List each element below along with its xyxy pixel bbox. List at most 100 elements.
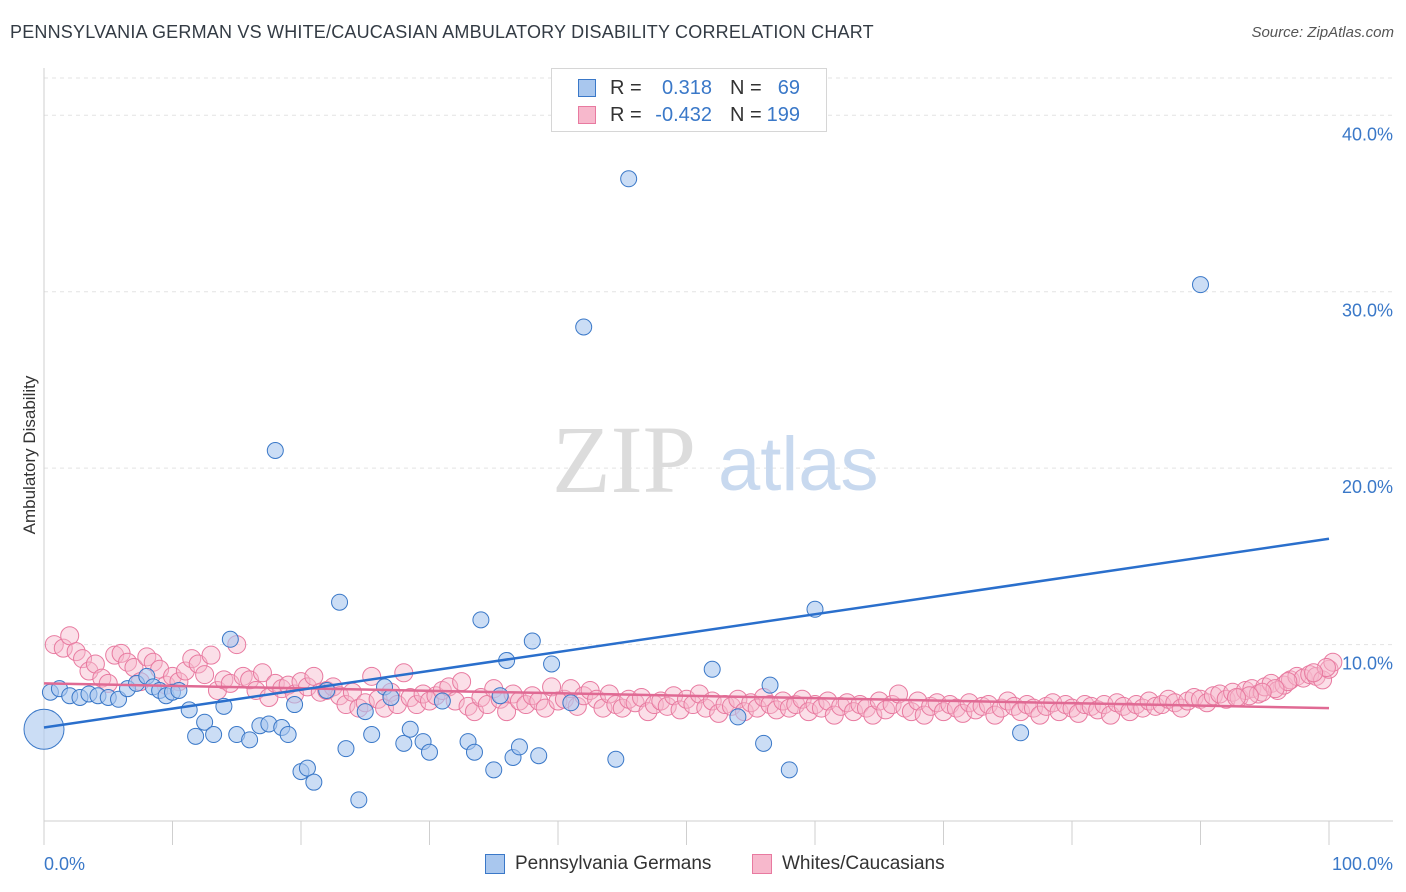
watermark-zip: ZIP: [552, 406, 696, 513]
data-point-whites-caucasians: [876, 700, 896, 720]
legend-r-value: -0.432: [655, 104, 712, 126]
data-point-whites-caucasians: [252, 663, 272, 683]
data-point-pennsylvania-germans: [491, 687, 509, 705]
data-point-whites-caucasians: [118, 652, 138, 672]
data-point-whites-caucasians: [818, 691, 838, 711]
data-point-whites-caucasians: [1265, 679, 1285, 699]
data-point-pennsylvania-germans: [1192, 276, 1209, 294]
legend-n-value: 199: [766, 104, 800, 126]
data-point-pennsylvania-germans: [485, 761, 503, 779]
data-point-whites-caucasians: [452, 672, 472, 692]
data-point-whites-caucasians: [696, 698, 716, 718]
data-point-pennsylvania-germans: [196, 713, 214, 731]
data-point-pennsylvania-germans: [472, 611, 490, 629]
data-point-whites-caucasians: [799, 702, 819, 722]
data-point-whites-caucasians: [1252, 682, 1272, 702]
y-tick-label: 20.0%: [1342, 477, 1393, 497]
data-point-whites-caucasians: [60, 626, 80, 646]
data-point-pennsylvania-germans: [465, 743, 483, 761]
legend-swatch-pink: [752, 854, 772, 874]
data-point-whites-caucasians: [1323, 652, 1343, 672]
data-point-whites-caucasians: [747, 698, 767, 718]
legend-swatch-blue: [485, 854, 505, 874]
legend-n-label: N =: [730, 77, 762, 99]
watermark: ZIP atlas: [552, 406, 879, 513]
stats-legend: R = 0.318 N = 69 R = -0.432 N = 199: [551, 68, 827, 132]
legend-swatch-pink: [578, 106, 596, 124]
data-point-whites-caucasians: [73, 649, 93, 669]
data-point-pennsylvania-germans: [401, 720, 419, 738]
data-point-whites-caucasians: [304, 666, 324, 686]
data-point-whites-caucasians: [53, 638, 73, 658]
data-point-whites-caucasians: [1304, 663, 1324, 683]
data-point-pennsylvania-germans: [421, 743, 438, 761]
data-point-pennsylvania-germans: [510, 738, 528, 756]
data-point-whites-caucasians: [407, 695, 427, 715]
legend-r-value: 0.318: [661, 77, 712, 99]
data-point-pennsylvania-germans: [530, 747, 548, 765]
pink-series-points: [44, 626, 1343, 725]
x-tick-label-min: 0.0%: [44, 854, 85, 874]
data-point-whites-caucasians: [657, 696, 677, 716]
legend-row-pink: R = -0.432 N = 199: [552, 102, 826, 128]
axes: [43, 68, 1393, 845]
y-tick-labels: 10.0% 20.0% 30.0% 40.0%: [1342, 124, 1393, 673]
data-point-whites-caucasians: [1088, 700, 1108, 720]
data-point-whites-caucasians: [889, 684, 909, 704]
data-point-whites-caucasians: [1226, 688, 1246, 707]
data-point-pennsylvania-germans: [350, 791, 368, 809]
legend-label: Whites/Caucasians: [782, 853, 945, 874]
data-point-whites-caucasians: [1120, 702, 1140, 722]
data-point-pennsylvania-germans: [363, 726, 381, 744]
legend-row-blue: R = 0.318 N = 69: [552, 75, 826, 101]
data-point-pennsylvania-germans: [729, 708, 747, 726]
data-point-whites-caucasians: [978, 695, 998, 715]
chart-title: PENNSYLVANIA GERMAN VS WHITE/CAUCASIAN A…: [10, 22, 874, 42]
data-point-whites-caucasians: [760, 695, 780, 715]
watermark-atlas: atlas: [718, 422, 879, 507]
data-point-whites-caucasians: [336, 695, 356, 715]
data-point-whites-caucasians: [638, 702, 658, 722]
data-point-whites-caucasians: [1316, 658, 1336, 678]
data-point-whites-caucasians: [522, 686, 542, 706]
data-point-pennsylvania-germans: [279, 726, 297, 744]
data-point-whites-caucasians: [921, 696, 941, 716]
y-axis-label: Ambulatory Disability: [20, 375, 39, 534]
trend-line-pennsylvania-germans: [43, 537, 1330, 729]
y-tick-label: 40.0%: [1342, 124, 1393, 144]
data-point-whites-caucasians: [953, 703, 973, 723]
data-point-whites-caucasians: [805, 695, 825, 715]
data-point-pennsylvania-germans: [305, 773, 323, 791]
source-label: Source: ZipAtlas.com: [1251, 24, 1394, 41]
legend-swatch-blue: [578, 79, 596, 97]
data-point-pennsylvania-germans: [337, 740, 355, 758]
data-point-whites-caucasians: [497, 702, 517, 722]
data-point-pennsylvania-germans: [241, 731, 259, 749]
series-legend: Pennsylvania Germans Whites/Caucasians: [0, 852, 1406, 878]
trend-line-whites-caucasians: [43, 682, 1330, 710]
data-point-whites-caucasians: [137, 647, 157, 667]
data-point-pennsylvania-germans: [23, 708, 65, 750]
data-point-pennsylvania-germans: [356, 703, 374, 721]
legend-label: Pennsylvania Germans: [515, 853, 712, 874]
data-point-whites-caucasians: [985, 705, 1005, 725]
data-point-pennsylvania-germans: [187, 727, 205, 745]
data-point-whites-caucasians: [85, 654, 105, 674]
legend-r-label: R =: [610, 104, 642, 126]
x-tick-label-max: 100.0%: [1332, 854, 1393, 874]
data-point-pennsylvania-germans: [382, 689, 400, 706]
data-point-whites-caucasians: [400, 688, 420, 707]
data-point-whites-caucasians: [959, 693, 979, 713]
y-tick-label: 10.0%: [1342, 654, 1393, 674]
data-point-pennsylvania-germans: [286, 696, 304, 714]
data-point-whites-caucasians: [195, 665, 215, 685]
data-point-pennsylvania-germans: [298, 759, 316, 777]
data-point-whites-caucasians: [1191, 689, 1210, 709]
data-point-pennsylvania-germans: [266, 442, 284, 459]
data-point-whites-caucasians: [92, 668, 112, 688]
data-point-pennsylvania-germans: [780, 761, 798, 779]
data-point-pennsylvania-germans: [1012, 724, 1030, 742]
data-point-pennsylvania-germans: [703, 660, 721, 678]
legend-r-label: R =: [610, 77, 642, 99]
